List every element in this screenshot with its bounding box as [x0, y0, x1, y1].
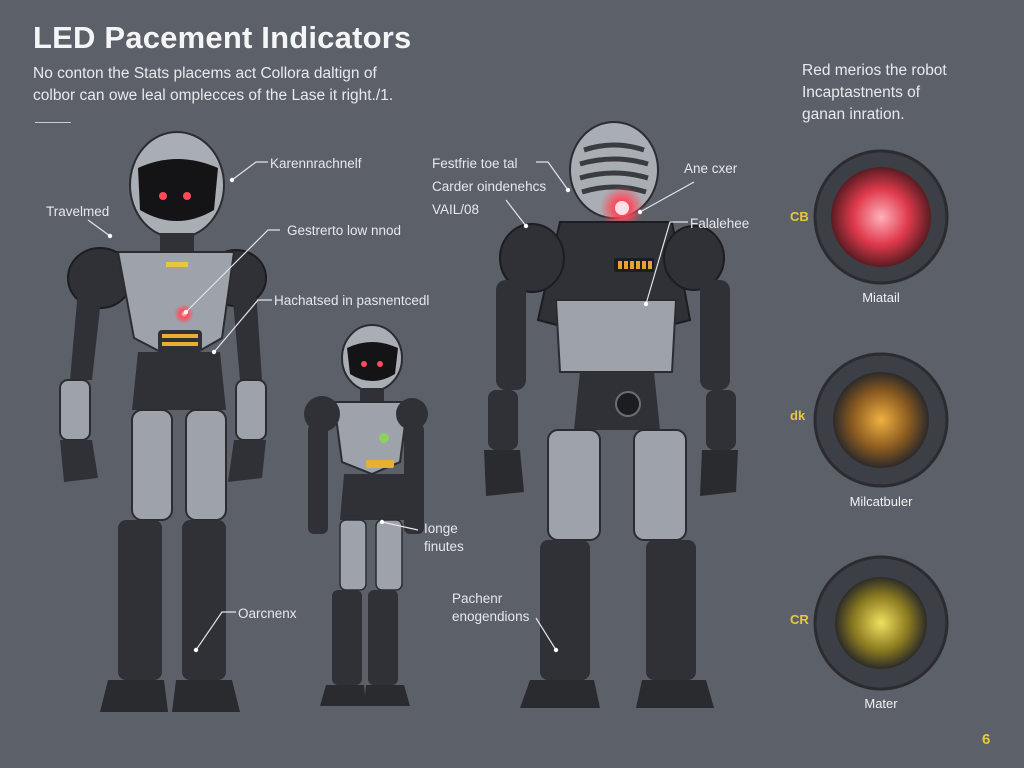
intro-divider — [35, 122, 71, 123]
callout-ane: Ane cxer — [684, 161, 738, 176]
callout-hachatsed: Hachatsed in pasnentcedl — [274, 293, 430, 308]
callout-karenn: Karennrachnelf — [270, 156, 362, 171]
swatch-label-amber: Milcatbuler — [849, 494, 913, 509]
swatch-code-amber: dk — [790, 408, 806, 423]
swatch-label-yellow: Mater — [864, 696, 898, 711]
swatch-code-red: CB — [790, 209, 809, 224]
callout-carder: Carder oindenehcs — [432, 179, 547, 194]
callout-vil: VAIL/08 — [432, 202, 480, 217]
swatch-yellow — [813, 555, 949, 691]
intro-line-2: colbor can owe leal omplecces of the Las… — [33, 87, 394, 104]
side-note-line-1: Red merios the robot — [802, 62, 947, 79]
intro-line-1: No conton the Stats placems act Collora … — [33, 65, 377, 82]
side-note-line-2: Incaptastnents of — [802, 84, 921, 101]
callout-gestrerto: Gestrerto low nnod — [287, 223, 402, 238]
page-number: 6 — [982, 731, 991, 748]
swatch-red — [813, 149, 949, 285]
robot-small-middle — [304, 324, 428, 706]
intro-text: No conton the Stats placems act Collora … — [33, 63, 463, 107]
callout-travelmed: Travelmed — [46, 204, 110, 219]
swatch-code-yellow: CR — [790, 612, 809, 627]
robot-front-left — [59, 131, 267, 712]
side-note-line-3: ganan inration. — [802, 106, 905, 123]
callout-ionge-line-1: Ionge — [424, 521, 458, 536]
page-title: LED Pacement Indicators — [33, 20, 412, 55]
robot-back-right — [484, 121, 738, 708]
callout-festfrie: Festfrie toe tal — [432, 156, 518, 171]
eye-led-right — [183, 192, 191, 200]
callout-falalehee: Falalehee — [690, 216, 750, 231]
leader-lines — [87, 161, 695, 651]
side-note: Red merios the robot Incaptastnents of g… — [802, 60, 1002, 126]
eye-led-left — [159, 192, 167, 200]
callout-oarcnenx: Oarcnenx — [238, 606, 297, 621]
swatch-label-red: Miatail — [862, 290, 900, 305]
callout-pachenr: Pachenr enogendions — [452, 590, 529, 626]
callout-pachenr-line-2: enogendions — [452, 609, 530, 624]
callout-pachenr-line-1: Pachenr — [452, 591, 503, 606]
callout-ionge: Ionge finutes — [424, 520, 464, 556]
callout-ionge-line-2: finutes — [424, 539, 464, 554]
swatch-amber — [813, 352, 949, 488]
